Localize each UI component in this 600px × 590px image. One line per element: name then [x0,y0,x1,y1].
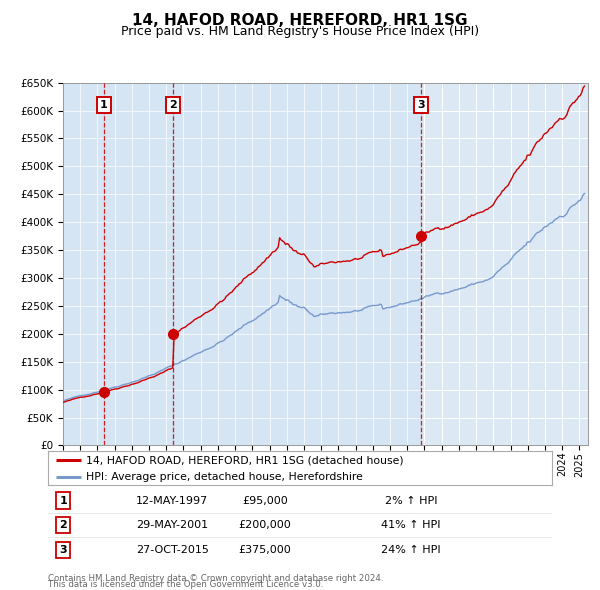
Text: Contains HM Land Registry data © Crown copyright and database right 2024.: Contains HM Land Registry data © Crown c… [48,574,383,583]
Bar [173,83,421,445]
Text: 12-MAY-1997: 12-MAY-1997 [136,496,208,506]
Text: Price paid vs. HM Land Registry's House Price Index (HPI): Price paid vs. HM Land Registry's House … [121,25,479,38]
Text: 2: 2 [169,100,177,110]
Text: 14, HAFOD ROAD, HEREFORD, HR1 1SG: 14, HAFOD ROAD, HEREFORD, HR1 1SG [132,13,468,28]
Text: 1: 1 [59,496,67,506]
Text: 41% ↑ HPI: 41% ↑ HPI [381,520,440,530]
Text: 3: 3 [59,545,67,555]
Text: 27-OCT-2015: 27-OCT-2015 [136,545,209,555]
Text: 2% ↑ HPI: 2% ↑ HPI [385,496,437,506]
Text: 1: 1 [100,100,107,110]
Text: 3: 3 [418,100,425,110]
Text: 29-MAY-2001: 29-MAY-2001 [136,520,208,530]
Text: 24% ↑ HPI: 24% ↑ HPI [381,545,440,555]
Text: 14, HAFOD ROAD, HEREFORD, HR1 1SG (detached house): 14, HAFOD ROAD, HEREFORD, HR1 1SG (detac… [86,455,403,466]
Text: £200,000: £200,000 [238,520,291,530]
Text: £375,000: £375,000 [238,545,291,555]
Bar [104,83,173,445]
Text: This data is licensed under the Open Government Licence v3.0.: This data is licensed under the Open Gov… [48,581,323,589]
Text: HPI: Average price, detached house, Herefordshire: HPI: Average price, detached house, Here… [86,473,362,483]
Bar [63,83,104,445]
Text: £95,000: £95,000 [242,496,287,506]
Text: 2: 2 [59,520,67,530]
